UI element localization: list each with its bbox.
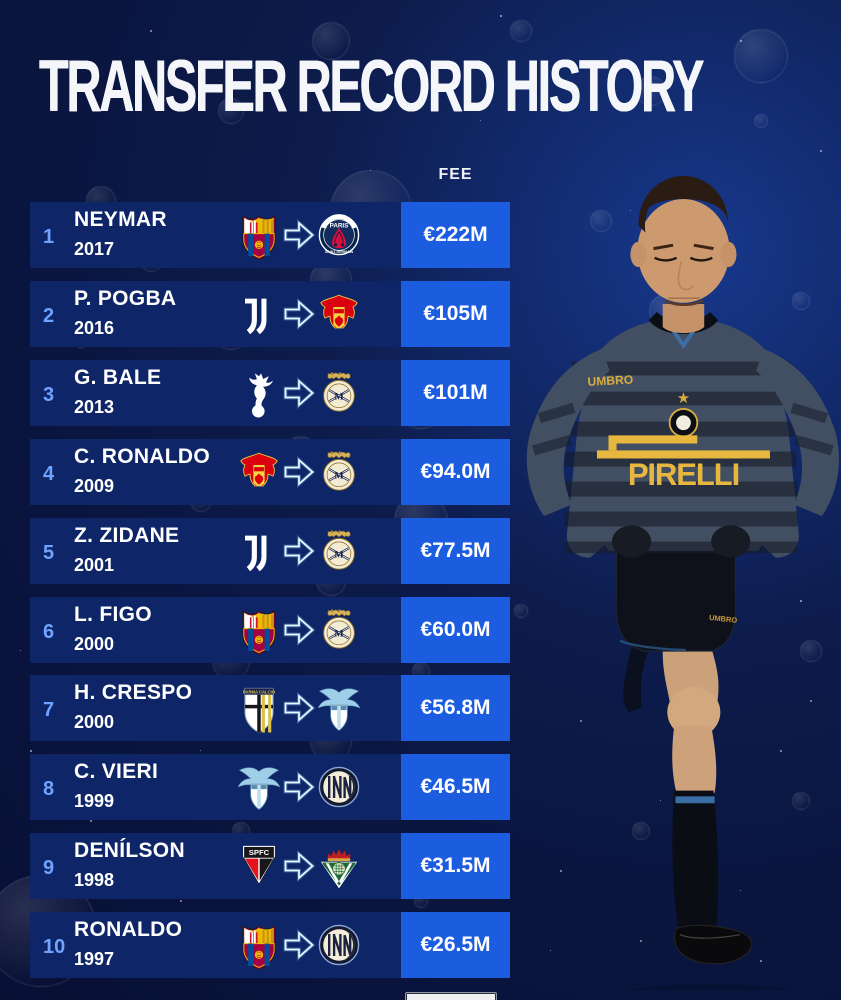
svg-text:SAINT-GERMAIN: SAINT-GERMAIN [325,250,353,254]
svg-text:M: M [334,470,343,481]
svg-text:M: M [334,391,343,402]
svg-text:PARMA CALCIO: PARMA CALCIO [243,690,276,695]
svg-text:M: M [334,628,343,639]
svg-text:PIRELLI: PIRELLI [628,457,739,492]
svg-text:SPFC: SPFC [249,848,270,857]
svg-text:UMBRO: UMBRO [587,372,633,388]
svg-text:M: M [334,549,343,560]
svg-text:★: ★ [677,390,690,407]
